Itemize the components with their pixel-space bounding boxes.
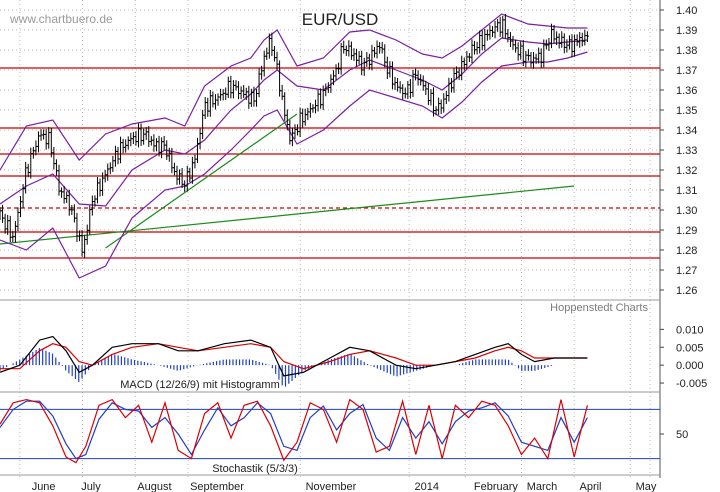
macd-tick-label: -0.005 [676,378,707,390]
month-label: June [32,481,56,492]
month-label: March [527,481,558,492]
month-label: November [306,481,357,492]
price-tick-label: 1.26 [676,285,697,297]
bollinger-bands [0,13,588,279]
panel-frames [0,0,661,478]
price-tick-label: 1.36 [676,85,697,97]
trendlines [0,113,575,249]
price-tick-label: 1.34 [676,125,697,137]
bollinger-upper [0,13,588,171]
chart-title: EUR/USD [302,10,379,29]
month-label: May [636,481,657,492]
stochastic-panel [0,398,660,464]
price-tick-label: 1.29 [676,225,697,237]
watermark: www.chartbuero.de [9,12,113,26]
x-axis-months: June July August September November 2014 Febru… [32,481,657,492]
price-tick-label: 1.39 [676,25,697,37]
price-tick-label: 1.31 [676,185,697,197]
price-tick-label: 1.32 [676,165,697,177]
price-tick-label: 1.28 [676,245,697,257]
price-tick-label: 1.30 [676,205,697,217]
macd-tick-label: 0.000 [676,360,704,372]
month-label: April [580,481,602,492]
month-label: February [474,481,519,492]
price-tick-label: 1.38 [676,45,697,57]
price-tick-label: 1.27 [676,265,697,277]
stochastic-d-line [0,400,588,460]
stochastic-k-line [0,398,588,464]
price-tick-label: 1.37 [676,65,697,77]
stochastic-tick-label: 50 [676,429,688,441]
macd-title: MACD (12/26/9) mit Histogramm [120,379,280,391]
trendline [105,113,298,249]
price-tick-label: 1.40 [676,5,697,17]
stochastic-title: Stochastik (5/3/3) [212,463,298,475]
price-tick-label: 1.33 [676,145,697,157]
trendline [0,185,575,245]
bollinger-middle [0,37,588,207]
macd-panel [0,335,588,387]
macd-line [0,335,588,377]
price-tick-label: 1.35 [676,105,697,117]
month-label: August [137,481,171,492]
y-axis-ticks: 1.26 1.27 1.28 1.29 1.30 1.31 1.32 1.33 1.34 1.35… [660,5,707,441]
macd-tick-label: 0.010 [676,324,704,336]
bollinger-lower [0,51,588,279]
macd-signal-line [0,343,588,370]
credit-label: Hoppenstedt Charts [550,302,648,314]
month-label: September [190,481,244,492]
macd-tick-label: 0.005 [676,342,704,354]
month-label: July [81,481,101,492]
month-label: 2014 [415,481,439,492]
price-bars [0,14,589,259]
